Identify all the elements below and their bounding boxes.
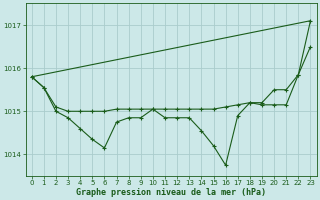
X-axis label: Graphe pression niveau de la mer (hPa): Graphe pression niveau de la mer (hPa) [76,188,266,197]
